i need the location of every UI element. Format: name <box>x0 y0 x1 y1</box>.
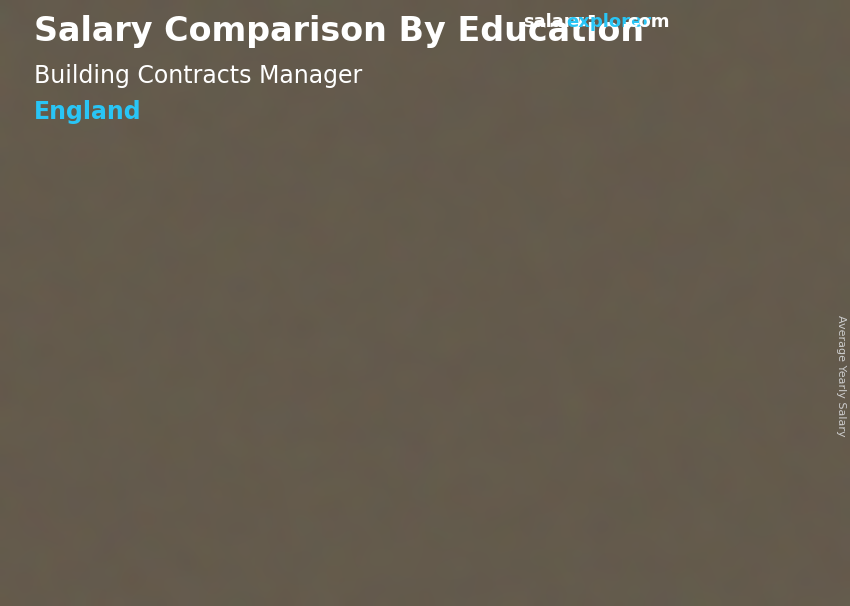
Text: 111,000 GBP: 111,000 GBP <box>116 426 232 444</box>
Polygon shape <box>603 293 694 298</box>
Bar <box>361 397 462 545</box>
Text: England: England <box>34 100 142 124</box>
Text: +57%: +57% <box>213 329 312 358</box>
Text: Building Contracts Manager: Building Contracts Manager <box>34 64 362 88</box>
Text: Average Yearly Salary: Average Yearly Salary <box>836 315 846 436</box>
Text: +68%: +68% <box>455 232 553 261</box>
Bar <box>694 298 704 545</box>
Polygon shape <box>121 449 212 451</box>
Text: .com: .com <box>621 13 670 32</box>
Bar <box>603 298 704 545</box>
Text: salary: salary <box>523 13 584 32</box>
Text: explorer: explorer <box>566 13 651 32</box>
Polygon shape <box>361 395 453 397</box>
Bar <box>212 451 222 545</box>
Text: Salary Comparison By Education: Salary Comparison By Education <box>34 15 644 48</box>
Bar <box>121 451 222 545</box>
Bar <box>453 397 462 545</box>
Text: 174,000 GBP: 174,000 GBP <box>357 372 473 390</box>
Text: 291,000 GBP: 291,000 GBP <box>598 273 714 291</box>
